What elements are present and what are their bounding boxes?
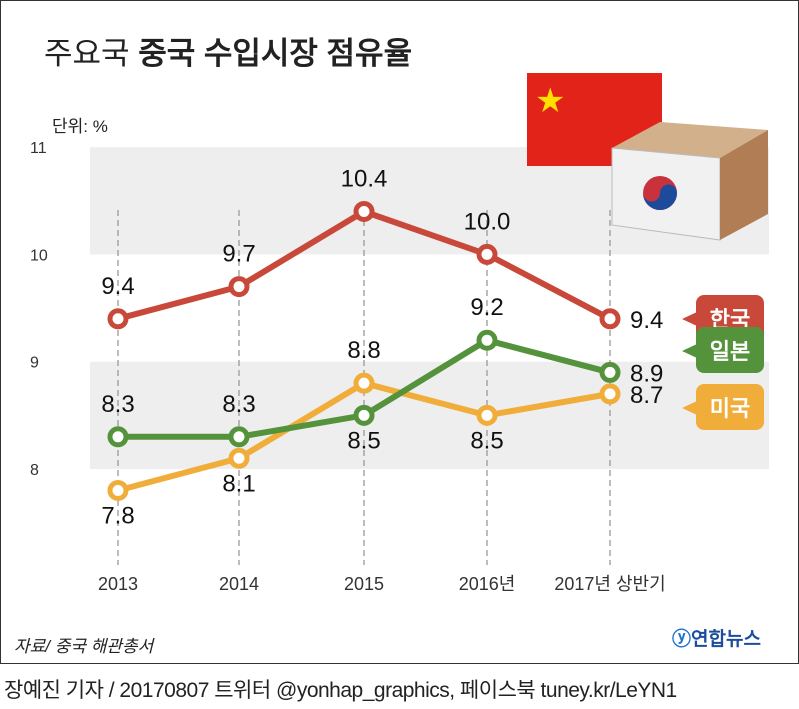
box-side [720, 130, 768, 240]
data-label: 8.5 [470, 427, 503, 454]
title-bold: 중국 수입시장 점유율 [138, 36, 413, 71]
legend-label: 미국 [710, 396, 750, 421]
legend-label: 일본 [710, 339, 750, 364]
data-point [228, 447, 250, 469]
data-label: 10.4 [341, 165, 388, 192]
y-tick-label: 11 [30, 140, 47, 157]
data-label: 10.0 [464, 208, 511, 235]
korea-flag-blue [643, 184, 677, 210]
x-tick-label: 2017년 상반기 [554, 574, 665, 594]
data-point [228, 426, 250, 448]
data-label: 8.3 [101, 391, 134, 418]
y-tick-label: 9 [30, 355, 39, 372]
badge-pointer [682, 344, 697, 358]
data-point [476, 404, 498, 426]
line-chart: 8 9 10 11 2013 2014 2015 2016년 2017년 상반기 ★ 9.4 9.7 1… [30, 73, 769, 594]
data-point [107, 479, 129, 501]
data-label: 8.1 [222, 470, 255, 497]
y-tick-label: 8 [30, 462, 39, 479]
x-tick-label: 2014 [219, 574, 259, 594]
flag-star-icon: ★ [535, 82, 565, 120]
yonhap-logo: ⓨ연합뉴스 [672, 624, 761, 651]
badge-pointer [682, 312, 697, 326]
logo-text: 연합뉴스 [691, 629, 761, 650]
data-point [353, 404, 375, 426]
data-point [353, 200, 375, 222]
grid-band [90, 361, 769, 469]
credit-line: 장예진 기자 / 20170807 트위터 @yonhap_graphics, … [4, 679, 677, 702]
data-point [599, 308, 621, 330]
x-tick-label: 2015 [344, 574, 384, 594]
data-point [599, 383, 621, 405]
data-label: 9.2 [470, 294, 503, 321]
y-tick-label: 10 [30, 247, 48, 264]
box-top [612, 122, 768, 158]
data-point [107, 426, 129, 448]
source-label: 자료/ 중국 해관총서 [14, 637, 154, 656]
title-light: 주요국 [44, 36, 130, 71]
data-label: 8.8 [347, 337, 380, 364]
legend-badge [696, 327, 764, 373]
logo-icon: ⓨ [672, 629, 692, 650]
data-point [353, 372, 375, 394]
data-label: 7.8 [101, 502, 134, 529]
data-point [228, 276, 250, 298]
data-label: 8.9 [630, 360, 663, 387]
data-point [476, 329, 498, 351]
data-label: 8.3 [222, 391, 255, 418]
page-title: 주요국 중국 수입시장 점유율 [44, 28, 412, 73]
unit-label: 단위: % [52, 117, 108, 136]
data-label: 8.5 [347, 427, 380, 454]
badge-pointer [682, 401, 697, 415]
data-label: 9.4 [630, 307, 663, 334]
x-tick-label: 2013 [98, 574, 138, 594]
data-label: 8.7 [630, 382, 663, 409]
data-label: 9.7 [222, 241, 255, 268]
legend-badge [696, 384, 764, 430]
data-point [107, 308, 129, 330]
x-tick-label: 2016년 [459, 574, 516, 594]
data-point [476, 243, 498, 265]
data-label: 9.4 [101, 273, 134, 300]
data-point [599, 361, 621, 383]
